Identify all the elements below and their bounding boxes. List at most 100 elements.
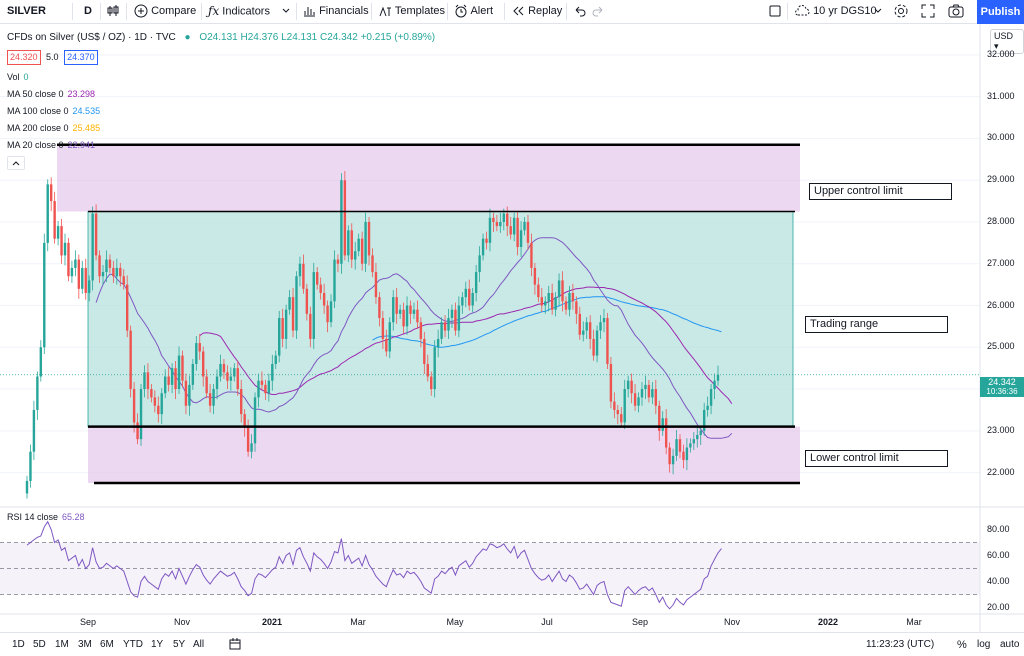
saved-layout-button[interactable]: 10 yr DGS10 (794, 0, 877, 23)
price-tick-label: 29.000 (987, 174, 1015, 185)
ma200-value: 25.485 (72, 123, 101, 133)
layout-menu-button[interactable] (873, 0, 883, 23)
redo-button[interactable] (592, 0, 606, 23)
candle-body (188, 384, 191, 406)
range-button-3m[interactable]: 3M (78, 639, 92, 650)
range-button-1m[interactable]: 1M (55, 639, 69, 650)
candle-body (526, 221, 530, 243)
candle-body (426, 363, 429, 377)
percent-scale-toggle[interactable]: % (957, 639, 967, 651)
candle-body (478, 255, 481, 273)
candle-body (582, 330, 585, 335)
range-button-1d[interactable]: 1D (12, 639, 25, 650)
trading-range-label[interactable]: Trading range (805, 316, 948, 333)
range-button-ytd[interactable]: YTD (123, 639, 143, 650)
fullscreen-button[interactable] (920, 0, 936, 23)
toolbar-divider (447, 3, 448, 20)
candle-body (709, 389, 713, 406)
square-icon (769, 5, 781, 17)
compare-button[interactable]: Compare (134, 0, 196, 23)
ma200-legend[interactable]: MA 200 close 0 25.485 (7, 123, 100, 134)
candle-body (409, 305, 412, 314)
price-tick-label: 25.000 (987, 341, 1015, 352)
candle-body (343, 180, 347, 256)
ma20-legend[interactable]: MA 20 close 0 22.941 (7, 140, 95, 151)
layout-button[interactable] (768, 0, 782, 23)
ask-price[interactable]: 24.370 (64, 50, 98, 65)
candle-body (357, 238, 360, 252)
interval-button[interactable]: D (84, 5, 92, 17)
range-button-5d[interactable]: 5D (33, 639, 46, 650)
candle-body (658, 405, 661, 431)
candle-body (70, 267, 74, 277)
candle-body (219, 363, 222, 377)
candle-body (215, 376, 219, 390)
log-scale-toggle[interactable]: log (977, 639, 991, 650)
time-tick-label: Sep (79, 617, 97, 627)
ma100-legend[interactable]: MA 100 close 0 24.535 (7, 106, 100, 117)
candle-body (474, 272, 478, 293)
toolbar-divider (787, 3, 788, 20)
candle-body (226, 372, 229, 381)
time-tick-label: 2022 (817, 617, 839, 627)
settings-button[interactable] (893, 0, 909, 23)
candle-body (575, 301, 578, 314)
candle-body (544, 301, 547, 306)
candle-body (43, 242, 46, 348)
candle-body (267, 380, 271, 394)
rsi-value: 65.28 (62, 512, 85, 522)
candle-body (654, 389, 658, 406)
indicators-label: Indicators (222, 5, 270, 18)
templates-button[interactable]: Templates (378, 0, 445, 23)
utc-clock[interactable]: 11:23:23 (UTC) (866, 639, 935, 650)
snapshot-button[interactable] (948, 0, 964, 23)
ma50-legend[interactable]: MA 50 close 0 23.298 (7, 89, 95, 100)
collapse-legend-button[interactable] (7, 156, 25, 170)
undo-button[interactable] (572, 0, 586, 23)
alert-button[interactable]: Alert (454, 0, 493, 23)
range-button-6m[interactable]: 6M (100, 639, 114, 650)
vol-label: Vol (7, 72, 20, 82)
candle-body (98, 255, 101, 277)
bid-price[interactable]: 24.320 (7, 50, 41, 65)
symbol-search[interactable]: SILVER (7, 5, 46, 17)
auto-scale-toggle[interactable]: auto (1000, 639, 1020, 650)
lower-control-zone (88, 426, 800, 484)
rsi-pane (0, 506, 1024, 610)
candle-body (39, 347, 43, 377)
replay-button[interactable]: Replay (511, 0, 562, 23)
candle-body (32, 409, 36, 452)
rsi-legend[interactable]: RSI 14 close 65.28 (7, 512, 85, 523)
candle-body (699, 430, 702, 435)
chevron-up-icon (12, 161, 20, 166)
upper-control-limit-label[interactable]: Upper control limit (809, 183, 952, 200)
candle-body (364, 221, 367, 264)
candle-body (160, 393, 163, 415)
vol-legend[interactable]: Vol 0 (7, 72, 29, 83)
range-button-1y[interactable]: 1Y (151, 639, 164, 650)
publish-button[interactable]: Publish (977, 0, 1024, 24)
range-button-all[interactable]: All (193, 639, 205, 650)
candle-body (143, 372, 146, 390)
candle-body (129, 330, 132, 390)
candle-body (664, 418, 668, 448)
rsi-tick-label: 60.00 (987, 549, 1010, 560)
candle-body (620, 414, 623, 423)
candle-body (157, 405, 160, 415)
candles-icon (107, 5, 119, 17)
candle-body (322, 292, 326, 306)
indicators-menu-button[interactable] (281, 0, 291, 23)
financials-button[interactable]: Financials (302, 0, 369, 23)
chart-type-button[interactable] (106, 0, 120, 23)
candle-body (716, 374, 720, 381)
candle-body (651, 389, 654, 398)
range-button-5y[interactable]: 5Y (173, 639, 186, 650)
price-chart[interactable] (0, 24, 1024, 632)
bid-ask-row: 24.320 5.0 24.370 (7, 50, 98, 65)
candle-body (291, 297, 295, 331)
lower-control-limit-label[interactable]: Lower control limit (805, 450, 948, 467)
goto-date-button[interactable] (228, 633, 242, 656)
candle-body (516, 217, 519, 248)
indicators-button[interactable]: ƒx Indicators (208, 0, 270, 23)
candle-body (626, 380, 630, 390)
